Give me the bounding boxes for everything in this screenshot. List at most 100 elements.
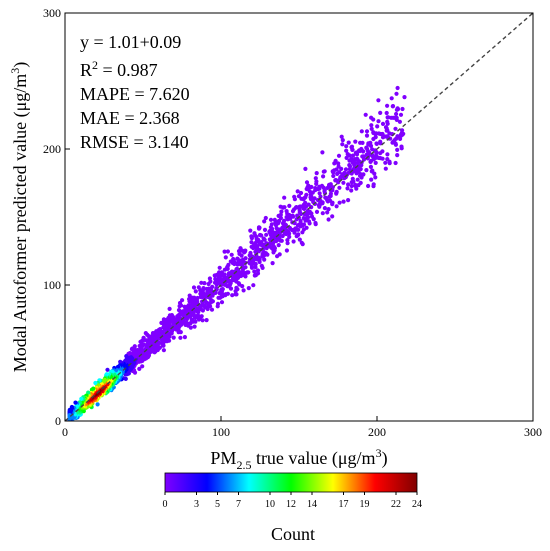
scatter-point xyxy=(262,227,268,232)
scatter-point xyxy=(182,335,187,340)
scatter-point xyxy=(374,141,379,146)
scatter-point xyxy=(378,110,383,115)
scatter-point xyxy=(398,132,403,137)
colorbar-tick-label: 10 xyxy=(265,499,275,510)
colorbar-tick-label: 17 xyxy=(339,499,349,510)
scatter-point xyxy=(212,273,217,278)
rmse-text: RMSE = 3.140 xyxy=(80,132,189,152)
scatter-point xyxy=(306,219,312,224)
scatter-point xyxy=(285,241,290,246)
colorbar-tick-label: 12 xyxy=(286,499,296,510)
scatter-point xyxy=(383,125,389,130)
colorbar-tick-label: 5 xyxy=(215,499,220,510)
scatter-point xyxy=(259,263,264,268)
scatter-point xyxy=(375,124,380,129)
scatter-point xyxy=(267,229,272,234)
scatter-point xyxy=(389,96,394,101)
scatter-point xyxy=(360,154,365,159)
scatter-point xyxy=(344,155,349,160)
scatter-point xyxy=(349,183,354,189)
scatter-point xyxy=(260,254,265,259)
scatter-point xyxy=(318,194,323,199)
scatter-point xyxy=(196,285,201,290)
scatter-point xyxy=(299,240,304,245)
scatter-point xyxy=(280,233,285,239)
scatter-point xyxy=(340,142,345,147)
scatter-point xyxy=(270,261,275,266)
scatter-point xyxy=(247,259,252,265)
scatter-point xyxy=(397,119,402,124)
scatter-point xyxy=(193,289,198,294)
scatter-point xyxy=(118,359,123,364)
scatter-point xyxy=(322,206,327,211)
scatter-point xyxy=(369,126,374,131)
scatter-point xyxy=(247,253,252,258)
scatter-point xyxy=(395,147,400,152)
scatter-point xyxy=(251,283,256,288)
scatter-point xyxy=(316,203,321,208)
y-tick-label: 300 xyxy=(43,6,61,20)
scatter-point xyxy=(233,292,238,297)
y-axis-label: Modal Autoformer predicted value (μg/m3) xyxy=(8,62,31,373)
scatter-point xyxy=(394,111,399,117)
scatter-point xyxy=(285,238,290,243)
scatter-point xyxy=(275,254,280,259)
scatter-point xyxy=(355,161,360,166)
scatter-point xyxy=(284,248,289,253)
scatter-point xyxy=(378,139,383,144)
scatter-point xyxy=(219,300,225,305)
scatter-point xyxy=(346,198,351,203)
scatter-point xyxy=(340,138,345,143)
colorbar-tick-label: 22 xyxy=(391,499,401,510)
scatter-point xyxy=(295,223,301,228)
scatter-point xyxy=(143,331,148,336)
scatter-point xyxy=(167,306,172,311)
scatter-point xyxy=(383,166,388,171)
scatter-point xyxy=(187,293,192,298)
x-tick-label: 300 xyxy=(524,425,542,439)
scatter-point xyxy=(161,325,166,330)
scatter-point xyxy=(105,367,110,372)
scatter-point xyxy=(359,129,364,134)
scatter-point xyxy=(346,140,351,145)
scatter-point xyxy=(330,214,335,219)
scatter-point xyxy=(325,210,330,215)
scatter-point xyxy=(199,280,204,285)
scatter-point xyxy=(297,237,302,242)
scatter-point xyxy=(330,169,335,174)
scatter-point xyxy=(263,215,268,221)
scatter-point xyxy=(262,219,267,224)
scatter-point xyxy=(268,225,273,230)
scatter-point xyxy=(353,150,358,156)
scatter-point xyxy=(398,112,404,117)
x-axis-ticks: 0 100 200 300 xyxy=(62,416,542,439)
scatter-point xyxy=(301,202,306,207)
scatter-point xyxy=(234,267,239,272)
scatter-point xyxy=(296,194,301,199)
scatter-point xyxy=(235,256,240,261)
scatter-point xyxy=(344,144,349,149)
scatter-point xyxy=(326,217,331,222)
scatter-point xyxy=(339,134,344,139)
scatter-point xyxy=(129,347,134,352)
scatter-point xyxy=(198,291,203,296)
scatter-point xyxy=(370,147,375,152)
r2-text: R2 = 0.987 xyxy=(80,58,158,80)
scatter-point xyxy=(385,119,390,124)
scatter-point xyxy=(295,213,300,218)
scatter-point xyxy=(202,281,207,286)
scatter-point xyxy=(183,322,188,327)
scatter-point xyxy=(284,215,289,220)
scatter-point xyxy=(182,304,187,309)
scatter-point xyxy=(385,152,390,157)
scatter-point xyxy=(252,231,257,236)
scatter-point xyxy=(337,200,342,205)
identity-reference-line xyxy=(64,12,534,422)
mae-text: MAE = 2.368 xyxy=(80,108,180,128)
scatter-point xyxy=(300,230,305,235)
y-tick-label: 100 xyxy=(43,278,61,292)
scatter-point xyxy=(249,234,254,239)
scatter-point xyxy=(234,285,239,290)
colorbar-tick-label: 14 xyxy=(307,499,317,510)
scatter-point xyxy=(284,209,289,214)
